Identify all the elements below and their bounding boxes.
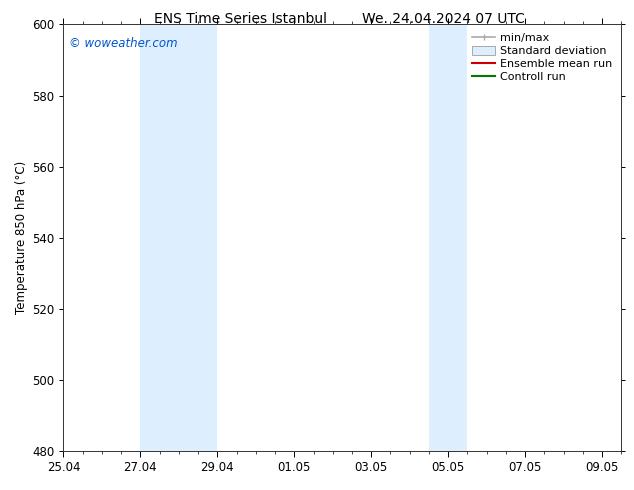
Bar xyxy=(429,24,467,451)
Y-axis label: Temperature 850 hPa (°C): Temperature 850 hPa (°C) xyxy=(15,161,28,314)
Text: ENS Time Series Istanbul: ENS Time Series Istanbul xyxy=(155,12,327,26)
Bar xyxy=(140,24,217,451)
Text: © woweather.com: © woweather.com xyxy=(69,37,178,50)
Legend: min/max, Standard deviation, Ensemble mean run, Controll run: min/max, Standard deviation, Ensemble me… xyxy=(469,30,616,85)
Text: We. 24.04.2024 07 UTC: We. 24.04.2024 07 UTC xyxy=(363,12,525,26)
